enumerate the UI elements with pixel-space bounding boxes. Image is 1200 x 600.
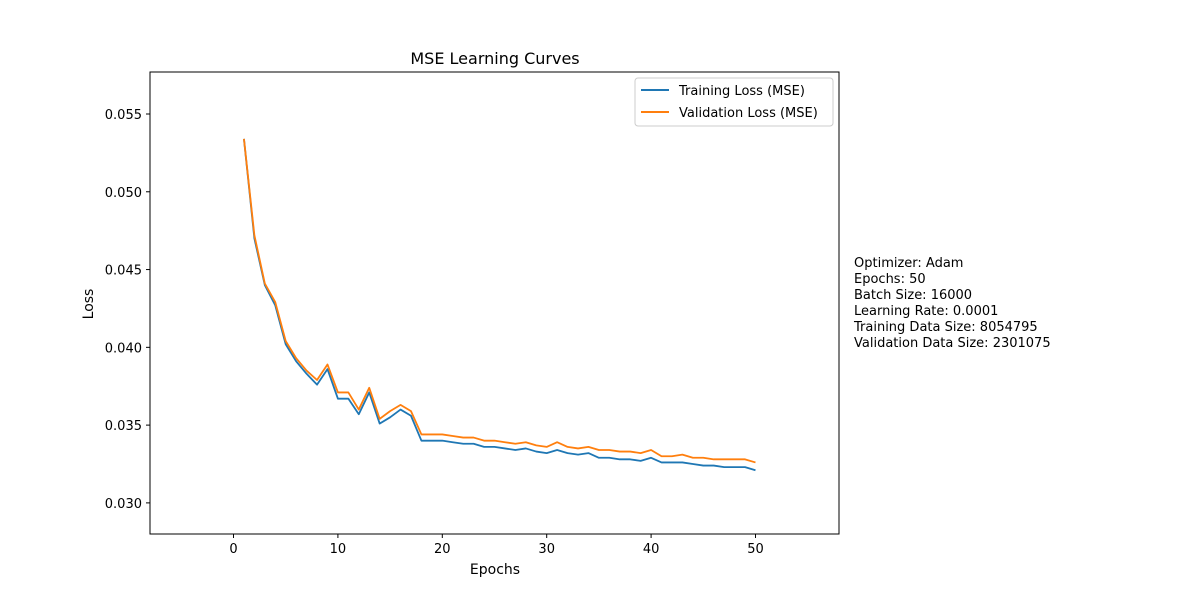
series-line-0 [243,138,756,472]
hyperparameter-info: Optimizer: Adam Epochs: 50 Batch Size: 1… [853,256,1051,351]
series-line-1 [243,138,756,464]
info-epochs: Epochs: 50 [854,272,926,287]
y-tick-label: 0.030 [105,497,142,512]
y-tick-label: 0.055 [105,108,142,123]
x-tick-label: 0 [229,542,237,557]
info-learning-rate: Learning Rate: 0.0001 [854,304,998,319]
info-optimizer: Optimizer: Adam [854,256,963,271]
info-validation-size: Validation Data Size: 2301075 [854,336,1051,351]
y-tick-label: 0.050 [105,186,142,201]
y-tick-label: 0.040 [105,341,142,356]
x-tick-label: 50 [747,542,764,557]
axes-frame [149,71,840,535]
x-tick-label: 30 [538,542,555,557]
legend-label-validation: Validation Loss (MSE) [679,106,818,121]
info-training-size: Training Data Size: 8054795 [853,320,1038,335]
x-tick-label: 10 [330,542,347,557]
legend-frame [634,77,834,127]
y-tick-label: 0.045 [105,264,142,279]
y-axis-label: Loss [81,289,97,320]
legend-label-training: Training Loss (MSE) [678,84,805,99]
info-batch-size: Batch Size: 16000 [854,288,972,303]
x-axis-label: Epochs [470,562,520,578]
chart-title: MSE Learning Curves [410,49,579,68]
legend: Training Loss (MSE) Validation Loss (MSE… [634,77,834,127]
x-tick-label: 20 [434,542,451,557]
plot-area: 0 10 20 30 40 50 0.030 0.035 0.040 0.045 0.050 0.05… [105,71,840,557]
x-tick-label: 40 [643,542,660,557]
y-tick-label: 0.035 [105,419,142,434]
